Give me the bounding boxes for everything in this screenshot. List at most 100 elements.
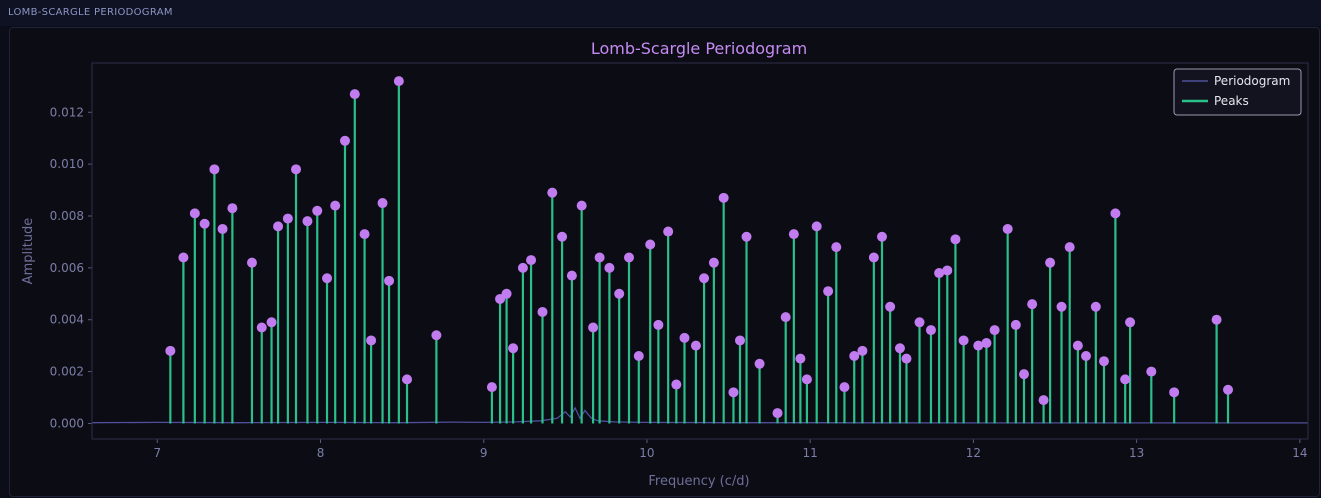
peak-marker [291, 164, 302, 175]
peak-marker [839, 382, 850, 393]
peak-marker [1098, 356, 1109, 367]
peak-marker [486, 382, 497, 393]
peak-marker [973, 340, 984, 351]
peak-marker [849, 351, 860, 362]
peak-marker [679, 332, 690, 343]
peak-marker [914, 317, 925, 328]
peak-marker [282, 213, 293, 224]
peak-marker [728, 387, 739, 398]
plot-frame [91, 62, 1309, 440]
peak-marker [377, 198, 388, 209]
y-tick-label: 0.002 [50, 365, 84, 379]
y-tick-label: 0.010 [50, 157, 84, 171]
peak-marker [1125, 317, 1136, 328]
peak-marker [588, 322, 599, 333]
peak-marker [566, 270, 577, 281]
peak-marker [901, 353, 912, 364]
peak-marker [302, 216, 313, 227]
legend-peaks-label: Peaks [1214, 94, 1249, 108]
peak-marker [246, 257, 257, 268]
legend: Periodogram Peaks [1173, 68, 1302, 116]
peak-marker [526, 255, 537, 266]
peak-marker [384, 275, 395, 286]
peak-marker [1027, 299, 1038, 310]
periodogram-chart: Lomb-Scargle Periodogram 7 8 9 10 11 12 13 14 0.… [21, 39, 1309, 489]
peak-marker [256, 322, 267, 333]
y-tick-label: 0.000 [50, 416, 84, 430]
peak-marker [801, 374, 812, 385]
peak-marker [1211, 314, 1222, 325]
peak-marker [1045, 257, 1056, 268]
chart-title: Lomb-Scargle Periodogram [591, 39, 807, 58]
y-tick-label: 0.008 [50, 209, 84, 223]
peak-marker [718, 192, 729, 203]
peak-marker [925, 325, 936, 336]
peak-marker [868, 252, 879, 263]
peak-marker [501, 288, 512, 299]
y-tick-label: 0.006 [50, 261, 84, 275]
panel-label: LOMB-SCARGLE PERIODOGRAM [8, 7, 173, 18]
peak-marker [741, 231, 752, 242]
peak-marker [699, 273, 710, 284]
peak-marker [1010, 319, 1021, 330]
y-tick-label: 0.004 [50, 313, 84, 327]
peak-marker [273, 221, 284, 232]
peak-marker [981, 338, 992, 349]
peak-marker [795, 353, 806, 364]
peak-marker [366, 335, 377, 346]
peak-marker [178, 252, 189, 263]
x-tick-label: 10 [639, 446, 654, 460]
peak-marker [857, 345, 868, 356]
peak-marker [734, 335, 745, 346]
peak-marker [1056, 301, 1067, 312]
peak-marker [227, 203, 238, 214]
peak-marker [989, 325, 1000, 336]
peak-marker [623, 252, 634, 263]
peak-marker [1090, 301, 1101, 312]
x-tick-label: 8 [317, 446, 325, 460]
peak-marker [653, 319, 664, 330]
peak-marker [1169, 387, 1180, 398]
y-axis-label: Amplitude [21, 218, 36, 285]
peak-marker [1223, 384, 1234, 395]
peak-marker [402, 374, 413, 385]
peak-marker [780, 312, 791, 323]
x-tick-label: 11 [803, 446, 818, 460]
ticks-layer: 7 8 9 10 11 12 13 14 0.000 0.002 0.004 0.006 0.008 0.… [50, 105, 1308, 460]
peak-marker [671, 379, 682, 390]
peak-marker [604, 262, 615, 273]
peak-marker [508, 343, 519, 354]
peak-marker [312, 205, 323, 216]
x-axis-label: Frequency (c/d) [648, 474, 749, 489]
peak-marker [788, 229, 799, 240]
peak-marker [614, 288, 625, 299]
peak-marker [958, 335, 969, 346]
peak-marker [663, 226, 674, 237]
peak-marker [1146, 366, 1157, 377]
peak-marker [330, 200, 341, 211]
x-tick-label: 12 [966, 446, 981, 460]
panel-header: LOMB-SCARGLE PERIODOGRAM [0, 0, 1321, 26]
peak-marker [823, 286, 834, 297]
peak-marker [645, 239, 656, 250]
peak-marker [690, 340, 701, 351]
peak-marker [942, 265, 953, 276]
peak-marker [885, 301, 896, 312]
markers-layer [165, 76, 1234, 419]
peak-marker [1120, 374, 1131, 385]
peak-marker [1110, 208, 1121, 219]
peak-marker [633, 351, 644, 362]
peak-marker [557, 231, 568, 242]
y-tick-label: 0.012 [50, 105, 84, 119]
peak-marker [594, 252, 605, 263]
peak-marker [1081, 351, 1092, 362]
peak-marker [934, 268, 945, 279]
peak-marker [772, 408, 783, 419]
peak-marker [831, 242, 842, 253]
peak-marker [266, 317, 277, 328]
peak-marker [1064, 242, 1075, 253]
peak-marker [811, 221, 822, 232]
x-tick-label: 13 [1129, 446, 1144, 460]
peak-marker [165, 345, 176, 356]
peak-marker [217, 223, 228, 234]
